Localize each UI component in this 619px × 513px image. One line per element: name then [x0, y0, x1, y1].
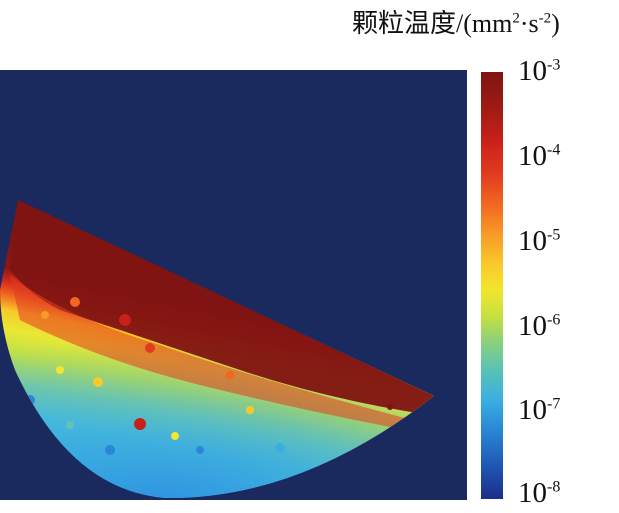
colorbar-tick-label: 10-3 — [518, 55, 561, 87]
heatmap-svg — [0, 70, 467, 500]
heatmap-plot — [0, 70, 467, 500]
colorbar-tick-label: 10-8 — [518, 477, 561, 509]
colorbar-tick-label: 10-5 — [518, 225, 561, 257]
colorbar-tick-label: 10-4 — [518, 140, 561, 172]
colorbar-title: 颗粒温度/(mm2·s-2) — [352, 9, 560, 38]
colorbar-tick-label: 10-6 — [518, 310, 561, 342]
colorbar — [481, 72, 503, 499]
colorbar-tick-label: 10-7 — [518, 394, 561, 426]
